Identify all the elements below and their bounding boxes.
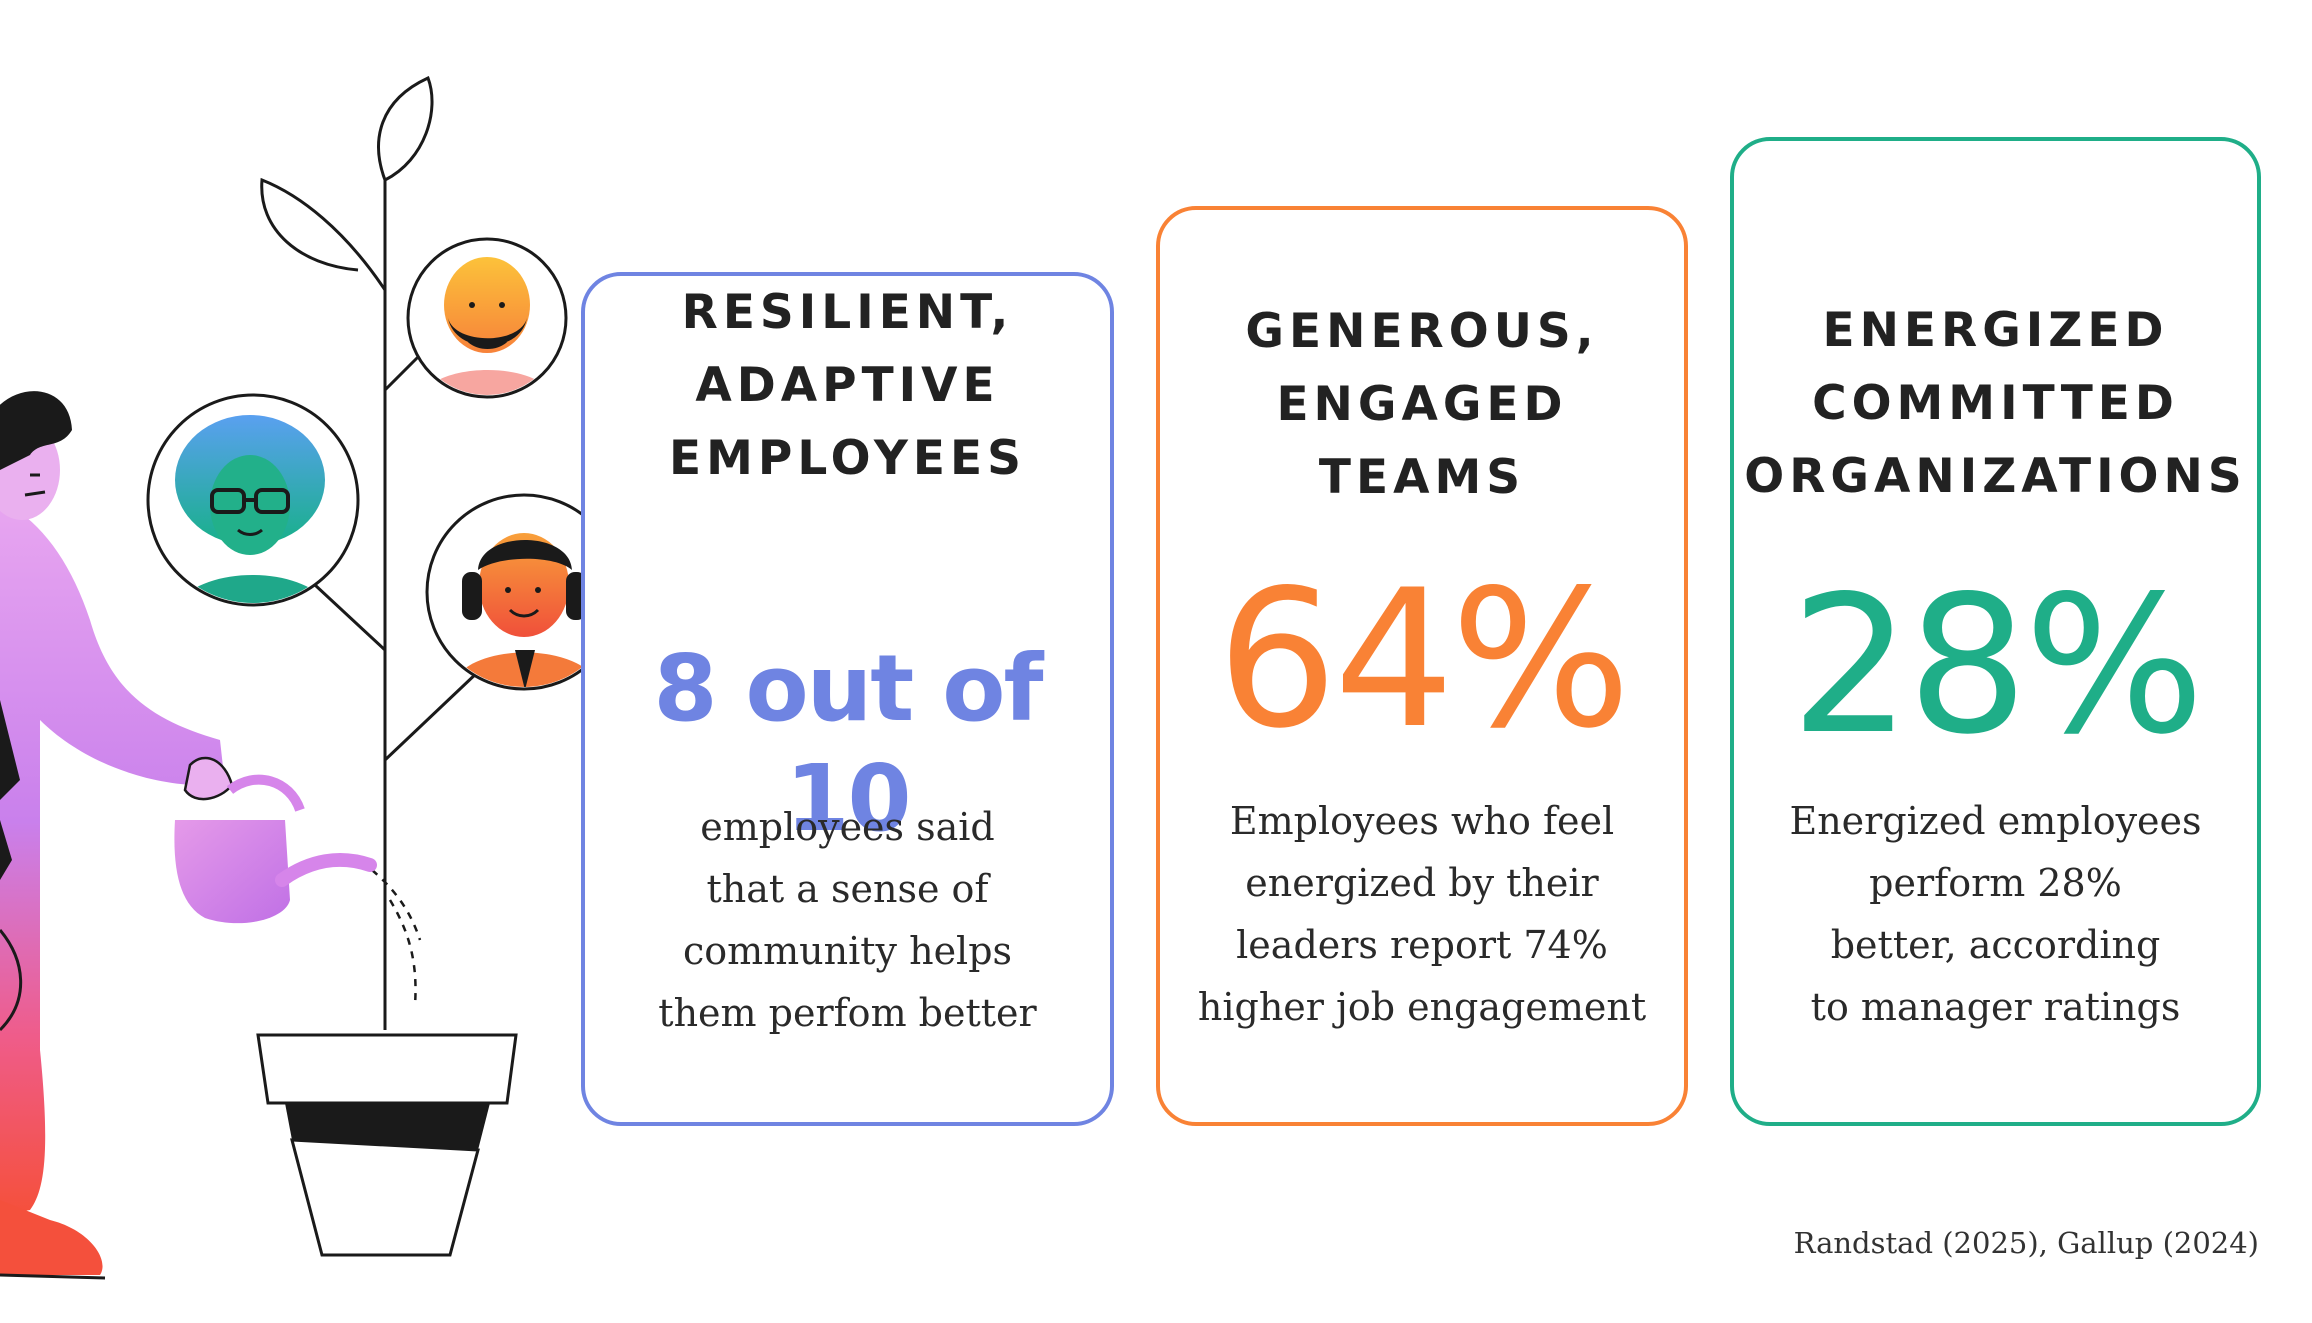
avatar-bald-bearded-icon bbox=[406, 237, 568, 399]
person-icon bbox=[0, 391, 234, 1280]
card-heading-line: ORGANIZATIONS bbox=[1744, 449, 2247, 504]
pot-icon bbox=[256, 1033, 518, 1257]
card-description-line: that a sense of bbox=[706, 867, 989, 911]
card-heading: ENERGIZED COMMITTED ORGANIZATIONS bbox=[1734, 294, 2257, 513]
card-heading: RESILIENT, ADAPTIVE EMPLOYEES bbox=[585, 276, 1110, 495]
card-heading: GENEROUS, ENGAGED TEAMS bbox=[1160, 295, 1684, 514]
card-heading-line: COMMITTED bbox=[1812, 376, 2179, 431]
source-citation: Randstad (2025), Gallup (2024) bbox=[1793, 1226, 2259, 1260]
card-heading-line: ADAPTIVE bbox=[695, 358, 1000, 413]
card-description-line: better, according bbox=[1830, 923, 2161, 967]
card-description-line: Employees who feel bbox=[1229, 799, 1615, 843]
card-heading-line: RESILIENT, bbox=[681, 285, 1014, 340]
card-description: Employees who feel energized by their le… bbox=[1160, 790, 1684, 1038]
card-heading-line: TEAMS bbox=[1318, 450, 1526, 505]
card-description-line: employees said bbox=[700, 805, 995, 849]
card-description-line: leaders report 74% bbox=[1236, 923, 1608, 967]
avatar-glasses-icon bbox=[146, 393, 360, 607]
plant-icon bbox=[260, 75, 482, 1030]
stat-card-resilient-employees: RESILIENT, ADAPTIVE EMPLOYEES 8 out of 1… bbox=[581, 272, 1114, 1126]
card-description-line: energized by their bbox=[1245, 861, 1599, 905]
card-heading-line: GENEROUS, bbox=[1245, 304, 1599, 359]
card-description-line: perform 28% bbox=[1869, 861, 2122, 905]
card-heading-line: EMPLOYEES bbox=[669, 431, 1026, 486]
stat-card-committed-organizations: ENERGIZED COMMITTED ORGANIZATIONS 28% En… bbox=[1730, 137, 2261, 1126]
card-description-line: to manager ratings bbox=[1810, 985, 2181, 1029]
card-description-line: community helps bbox=[682, 929, 1013, 973]
card-heading-line: ENERGIZED bbox=[1822, 303, 2169, 358]
watering-can-icon bbox=[174, 774, 377, 924]
card-heading-line: ENGAGED bbox=[1276, 377, 1568, 432]
card-stat: 64% bbox=[1216, 549, 1631, 770]
card-description-line: them perfom better bbox=[658, 991, 1037, 1035]
avatar-headset-icon bbox=[425, 493, 623, 691]
stat-card-engaged-teams: GENEROUS, ENGAGED TEAMS 64% Employees wh… bbox=[1156, 206, 1688, 1126]
card-stat: 28% bbox=[1790, 555, 2204, 776]
card-description-line: higher job engagement bbox=[1197, 985, 1647, 1029]
plant-illustration bbox=[0, 75, 623, 1280]
card-stat: 8 out of 10 bbox=[653, 635, 1044, 852]
card-description: Energized employees perform 28% better, … bbox=[1734, 790, 2257, 1038]
card-description: employees said that a sense of community… bbox=[585, 796, 1110, 1044]
card-description-line: Energized employees bbox=[1789, 799, 2202, 843]
